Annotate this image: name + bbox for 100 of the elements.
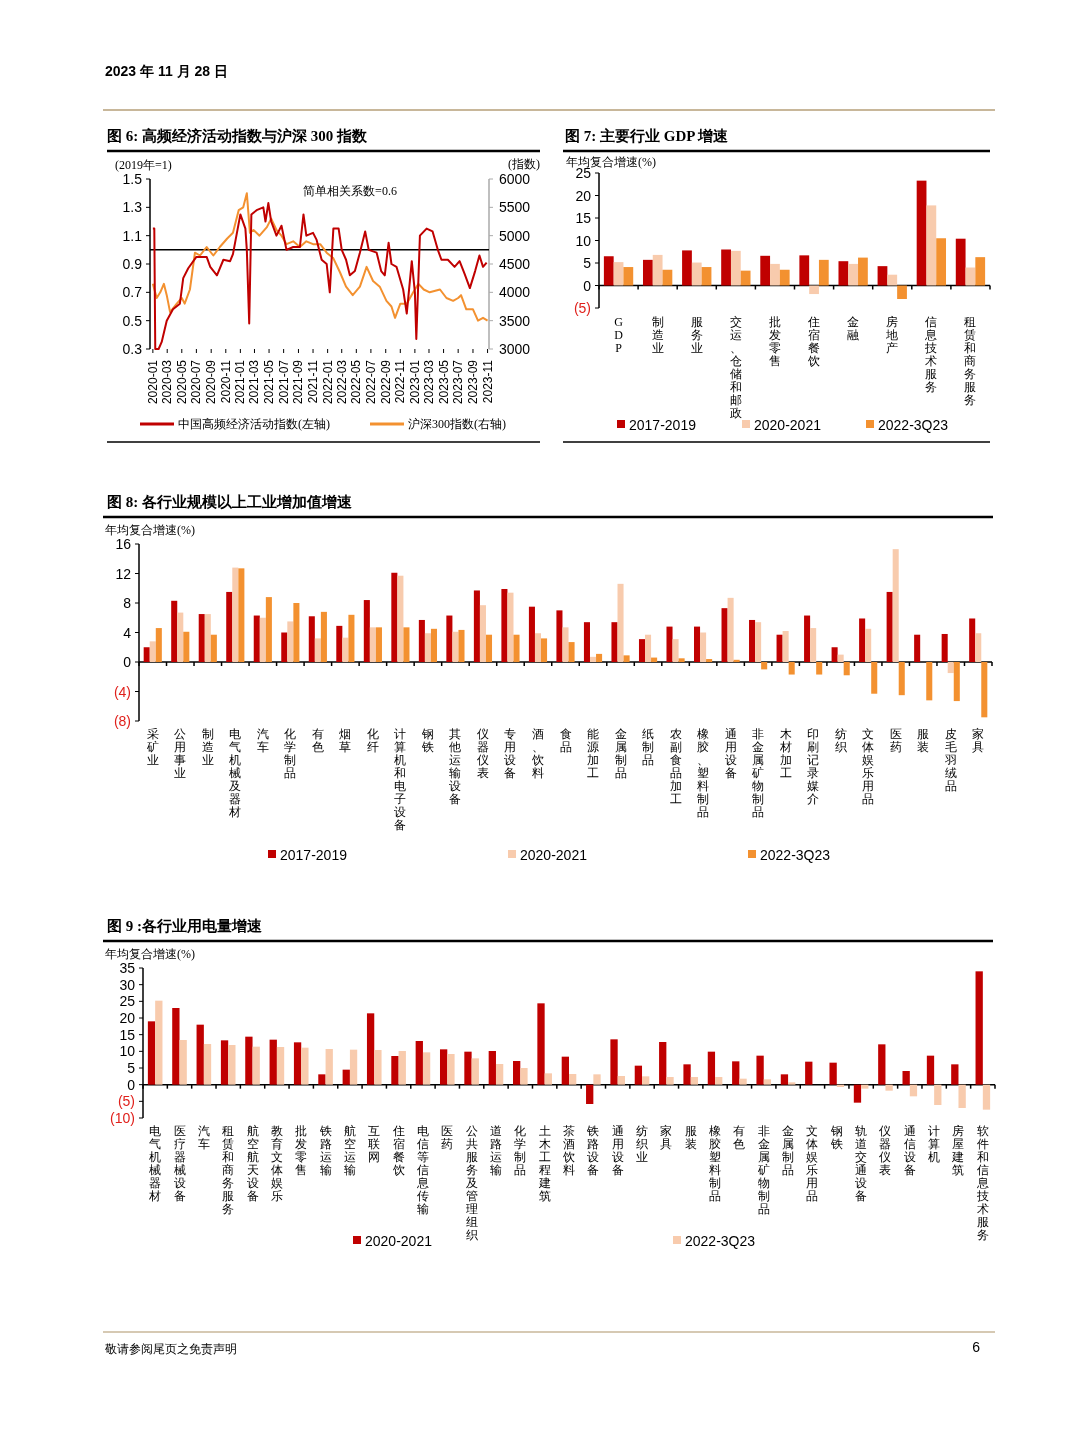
bar: [473, 590, 480, 662]
bar: [424, 633, 431, 662]
x-tick-label: 电气机械及器材: [228, 727, 242, 819]
bar: [816, 662, 823, 675]
x-tick-label: 有色: [733, 1124, 746, 1151]
bar: [700, 632, 707, 662]
bar: [569, 1074, 577, 1085]
bar: [799, 255, 810, 286]
bar: [701, 267, 712, 286]
y-tick-label: 0.3: [122, 341, 143, 357]
bar: [691, 262, 702, 286]
bar: [914, 634, 921, 662]
x-tick-label: 橡胶塑料制品: [709, 1124, 722, 1203]
x-tick-label: 批发零售: [768, 315, 781, 368]
x-tick-label: 住宿餐饮: [391, 1124, 405, 1177]
bar: [818, 259, 829, 286]
bar: [537, 1003, 545, 1085]
bar: [196, 1024, 204, 1085]
chart-title: 图 8: 各行业规模以上工业增加值增速: [107, 494, 353, 510]
bar: [238, 568, 245, 662]
y2-tick-label: 4500: [499, 256, 531, 272]
y-tick-label: (10): [110, 1110, 135, 1126]
y-tick-label: 10: [119, 1043, 136, 1060]
y-tick-label: 4: [123, 624, 132, 641]
bar: [172, 1008, 180, 1085]
y-tick-label: (5): [117, 1093, 135, 1110]
legend-label: 2020-2021: [365, 1233, 433, 1249]
x-tick-label: 2021-03: [247, 359, 262, 405]
bar: [452, 631, 459, 662]
x-tick-label: 2020-05: [174, 359, 189, 405]
bar: [349, 1049, 358, 1085]
bar: [730, 250, 741, 286]
bar: [694, 626, 701, 662]
bar: [760, 255, 771, 286]
legend-label: 2022-3Q23: [878, 417, 949, 433]
bar: [544, 1073, 552, 1085]
x-tick-label: 住宿餐饮: [807, 315, 821, 368]
x-tick-label: 化纤: [366, 727, 379, 754]
bar: [336, 625, 343, 662]
bar: [617, 1076, 625, 1085]
bar: [782, 631, 789, 662]
y-tick-label: 1.5: [122, 171, 143, 187]
bar: [485, 634, 493, 662]
bar: [707, 1051, 716, 1085]
bar: [770, 263, 780, 286]
bar: [805, 1061, 813, 1085]
bar: [265, 597, 272, 662]
x-tick-label: 有色: [311, 727, 324, 754]
bar: [610, 1039, 618, 1085]
bar: [642, 1076, 650, 1085]
x-tick-label: 医疗器械设备: [173, 1124, 186, 1203]
bar: [666, 1077, 674, 1085]
bar: [858, 257, 868, 286]
y-axis-title: (2019年=1): [115, 158, 172, 172]
legend-label: 2020-2021: [520, 847, 588, 863]
bar: [391, 1056, 399, 1085]
x-tick-label: 电气机械器材: [148, 1124, 162, 1203]
bar: [861, 1084, 869, 1089]
x-tick-label: 2021-05: [262, 359, 277, 405]
x-tick-label: 2023-07: [451, 359, 466, 405]
bar: [464, 1051, 472, 1085]
bar: [886, 591, 893, 662]
x-tick-label: 化学制品: [284, 727, 297, 780]
y-tick-label: (4): [113, 683, 131, 700]
x-tick-label: 制造业: [651, 315, 664, 355]
bar: [198, 614, 205, 662]
bar: [210, 634, 217, 662]
bar: [488, 1051, 496, 1085]
legend-label: 中国高频经济活动指数(左轴): [178, 417, 330, 431]
bar: [203, 1044, 212, 1085]
x-tick-label: 非金属矿物制品: [756, 1124, 770, 1216]
bar: [788, 662, 795, 675]
x-tick-label: 铁路运输: [318, 1124, 332, 1177]
bar: [829, 1062, 837, 1085]
x-tick-label: 2021-09: [291, 359, 306, 405]
x-tick-label: 铁路设备: [586, 1124, 600, 1177]
bar: [859, 618, 866, 662]
bar: [934, 1084, 942, 1105]
line-series: [151, 202, 488, 350]
x-tick-label: 汽车: [256, 727, 269, 754]
y-tick-label: 8: [123, 595, 132, 611]
x-tick-label: 租赁和商务服务: [222, 1124, 235, 1216]
x-tick-label: 房屋建筑: [951, 1124, 965, 1177]
legend-label: 2022-3Q23: [685, 1233, 756, 1249]
x-tick-label: 服装: [684, 1124, 697, 1151]
x-tick-label: 家具: [660, 1124, 673, 1151]
bar: [446, 615, 453, 662]
x-tick-label: 钢铁: [829, 1124, 843, 1151]
x-tick-label: 教育文体娱乐: [270, 1124, 283, 1203]
legend-label: 2017-2019: [280, 847, 348, 863]
chart-title: 图 9 :各行业用电量增速: [107, 918, 263, 934]
bar: [232, 567, 239, 662]
x-tick-label: 纺织: [834, 727, 847, 754]
bar: [706, 659, 713, 662]
x-tick-label: 2022-05: [349, 359, 364, 405]
bar: [471, 1058, 479, 1085]
x-tick-label: 非金属矿物制品: [751, 727, 765, 819]
x-tick-label: 2023-01: [407, 359, 422, 405]
bar: [788, 1082, 796, 1085]
x-tick-label: 金属制品: [782, 1124, 795, 1177]
